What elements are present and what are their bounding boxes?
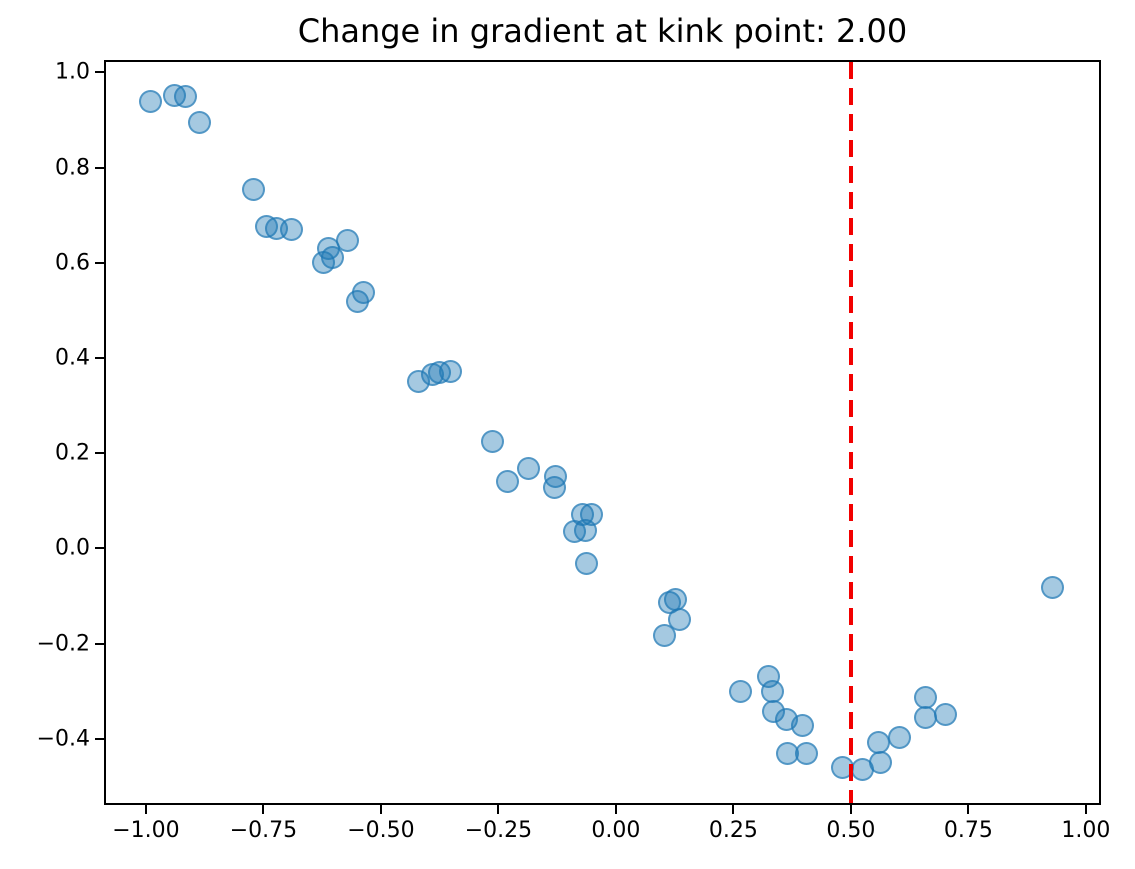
x-axis-tick-label: −0.25 <box>464 818 533 843</box>
y-axis-tick <box>95 261 104 264</box>
x-axis-tick <box>614 805 617 814</box>
scatter-point <box>496 470 520 494</box>
x-axis-tick-label: −0.50 <box>347 818 415 843</box>
y-axis-tick-label: −0.2 <box>36 631 90 657</box>
x-axis-tick-label: 1.00 <box>1061 818 1111 843</box>
x-axis-tick <box>967 805 970 814</box>
scatter-point <box>888 726 912 750</box>
x-axis-tick-label: −0.75 <box>229 818 298 843</box>
y-axis-tick <box>95 166 104 169</box>
scatter-point <box>481 429 505 453</box>
plot-area <box>104 60 1101 805</box>
scatter-point <box>868 750 892 774</box>
y-axis-tick <box>95 547 104 550</box>
x-axis-tick-label: 0.25 <box>708 818 758 843</box>
scatter-point <box>795 741 819 765</box>
scatter-point <box>139 89 163 113</box>
scatter-point <box>438 359 462 383</box>
y-axis-tick-label: 1.0 <box>55 59 90 85</box>
y-axis-tick <box>95 452 104 455</box>
scatter-point <box>188 110 212 134</box>
y-axis-tick-label: 0.0 <box>55 535 90 561</box>
scatter-point <box>516 457 540 481</box>
scatter-point <box>241 177 265 201</box>
y-axis-tick-label: 0.6 <box>55 250 90 276</box>
scatter-point <box>866 731 890 755</box>
x-axis-tick-label: 0.50 <box>826 818 876 843</box>
scatter-point <box>933 702 957 726</box>
scatter-point <box>575 551 599 575</box>
scatter-point <box>573 519 597 543</box>
x-axis-tick <box>1084 805 1087 814</box>
scatter-point <box>1041 576 1065 600</box>
x-axis-tick-label: −1.00 <box>112 818 180 843</box>
x-axis-tick <box>732 805 735 814</box>
chart-title: Change in gradient at kink point: 2.00 <box>297 12 908 50</box>
x-axis-tick <box>379 805 382 814</box>
scatter-point <box>174 84 198 108</box>
y-axis-tick <box>95 71 104 74</box>
x-axis-tick-label: 0.75 <box>943 818 993 843</box>
x-axis-tick <box>262 805 265 814</box>
x-axis-tick <box>144 805 147 814</box>
x-axis-tick <box>849 805 852 814</box>
x-axis-tick-label: 0.00 <box>591 818 641 843</box>
scatter-point <box>652 623 676 647</box>
scatter-point <box>542 476 566 500</box>
scatter-point <box>790 713 814 737</box>
y-axis-tick <box>95 737 104 740</box>
y-axis-tick-label: 0.2 <box>55 440 90 466</box>
scatter-point <box>667 608 691 632</box>
y-axis-tick-label: 0.8 <box>55 155 90 181</box>
scatter-point <box>321 245 345 269</box>
scatter-point <box>335 228 359 252</box>
y-axis-tick-label: −0.4 <box>36 726 90 752</box>
y-axis-tick <box>95 357 104 360</box>
x-axis-tick <box>497 805 500 814</box>
y-axis-tick-label: 0.4 <box>55 345 90 371</box>
scatter-point <box>280 218 304 242</box>
scatter-point <box>346 290 370 314</box>
scatter-point <box>729 679 753 703</box>
y-axis-tick <box>95 642 104 645</box>
kink-point-vline <box>848 62 853 803</box>
